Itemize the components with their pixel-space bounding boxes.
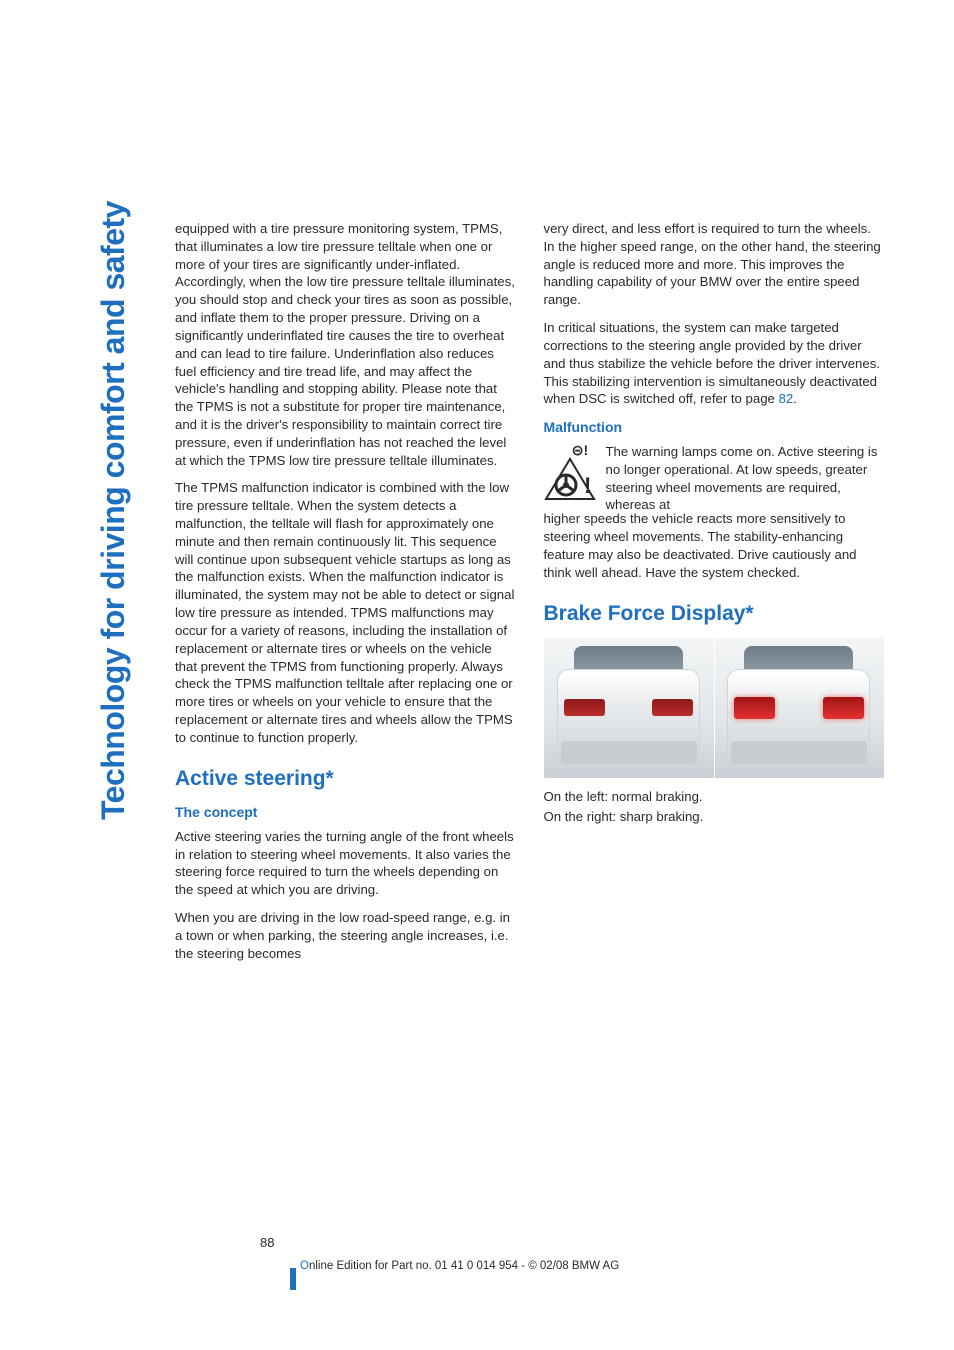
footer-text: Online Edition for Part no. 01 41 0 014 … (300, 1260, 619, 1272)
body-paragraph: very direct, and less effort is required… (544, 220, 885, 309)
body-paragraph: higher speeds the vehicle reacts more se… (544, 510, 885, 581)
footer-accent-letter: O (300, 1260, 309, 1272)
body-paragraph: Active steering varies the turning angle… (175, 828, 516, 899)
subheading-malfunction: Malfunction (544, 418, 885, 437)
subheading-concept: The concept (175, 803, 516, 822)
heading-brake-force-display: Brake Force Display* (544, 600, 885, 628)
two-column-layout: equipped with a tire pressure monitoring… (175, 220, 884, 972)
body-paragraph: In critical situations, the system can m… (544, 319, 885, 408)
svg-text:⊝!: ⊝! (571, 443, 587, 458)
steering-warning-icon: ⊝! ! (544, 443, 596, 508)
body-text: . (793, 391, 797, 406)
footer-rest: nline Edition for Part no. 01 41 0 014 9… (309, 1260, 619, 1272)
car-normal-braking (544, 638, 714, 778)
body-paragraph: When you are driving in the low road-spe… (175, 909, 516, 962)
chapter-sidebar-text: Technology for driving comfort and safet… (95, 220, 132, 820)
heading-active-steering: Active steering* (175, 765, 516, 793)
page: Technology for driving comfort and safet… (0, 0, 954, 1350)
body-paragraph: equipped with a tire pressure monitoring… (175, 220, 516, 469)
page-number: 88 (260, 1235, 274, 1250)
brake-force-illustration (544, 638, 885, 778)
figure-caption: On the right: sharp braking. (544, 808, 885, 826)
page-reference-link[interactable]: 82 (779, 391, 794, 406)
svg-text:!: ! (584, 473, 591, 498)
page-marker-icon (290, 1268, 296, 1290)
figure-caption: On the left: normal braking. (544, 788, 885, 806)
warning-text: The warning lamps come on. Active steeri… (606, 443, 885, 514)
body-text: In critical situations, the system can m… (544, 320, 880, 406)
warning-icon-block: ⊝! ! The warning lamps come on. Active s… (544, 443, 885, 514)
chapter-sidebar-label: Technology for driving comfort and safet… (95, 0, 132, 220)
right-column: very direct, and less effort is required… (544, 220, 885, 972)
body-paragraph: The TPMS malfunction indicator is combin… (175, 479, 516, 746)
car-sharp-braking (714, 638, 884, 778)
left-column: equipped with a tire pressure monitoring… (175, 220, 516, 972)
